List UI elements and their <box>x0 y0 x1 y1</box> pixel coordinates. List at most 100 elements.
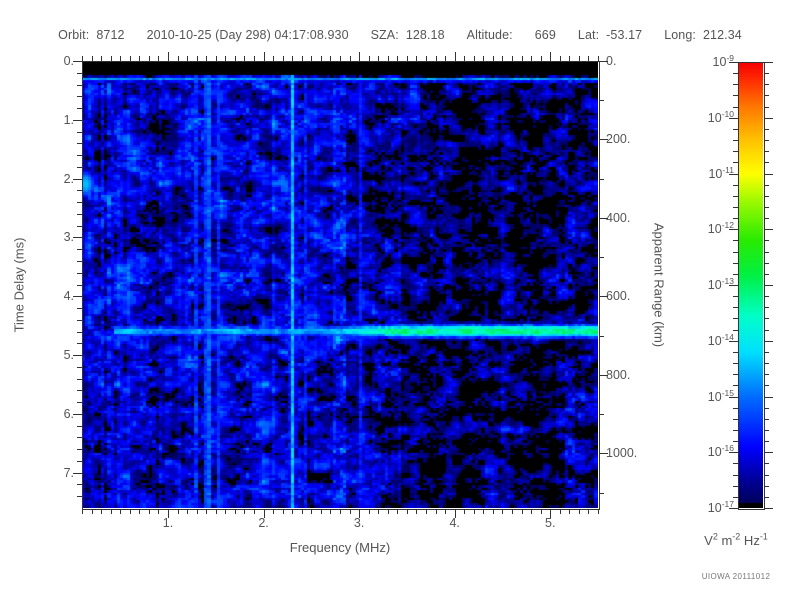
axis-tick <box>158 56 159 61</box>
axis-tick <box>733 352 738 353</box>
axis-tick <box>168 52 169 61</box>
axis-tick <box>330 56 331 61</box>
colorbar-tick-label: 10-14 <box>707 331 734 348</box>
axis-tick <box>599 375 608 376</box>
axis-tick <box>729 397 738 398</box>
axis-tick <box>216 56 217 61</box>
axis-tick <box>588 56 589 61</box>
axis-tick <box>77 343 82 344</box>
colorbar-tick-label: 10-12 <box>708 221 734 236</box>
axis-tick <box>764 252 769 253</box>
colorbar-tick-exponent: -9 <box>726 52 734 63</box>
axis-tick <box>599 493 604 494</box>
colorbar-unit-term: V <box>704 533 713 548</box>
sza-label: SZA: <box>370 28 399 42</box>
axis-tick <box>350 56 351 61</box>
axis-tick <box>764 285 773 286</box>
axis-tick <box>378 509 379 514</box>
axis-tick <box>764 397 773 398</box>
axis-tick <box>733 463 738 464</box>
axis-tick <box>311 56 312 61</box>
axis-tick <box>359 52 360 61</box>
axis-tick <box>350 509 351 514</box>
axis-tick <box>764 207 769 208</box>
axis-tick <box>598 56 599 61</box>
axis-tick <box>764 95 769 96</box>
colorbar-tick-base: 10 <box>707 333 722 348</box>
colorbar-tick-label: 10-10 <box>708 108 734 124</box>
axis-tick <box>77 214 82 215</box>
apparent-range-axis-ticklabels: 0. 200. 400. 600. 800. 1000. <box>606 54 668 508</box>
axis-tick <box>77 285 82 286</box>
axis-tick <box>111 509 112 514</box>
radargram-plot-area <box>82 61 600 510</box>
axis-tick <box>733 274 738 275</box>
axis-tick <box>733 408 738 409</box>
axis-tick <box>541 509 542 514</box>
axis-tick <box>77 261 82 262</box>
frequency-axis-ticklabels: 1. 2. 3. 4. 5. <box>82 516 598 536</box>
axis-tick <box>733 385 738 386</box>
colorbar-tick-label: 10-17 <box>708 500 734 515</box>
axis-tick <box>512 56 513 61</box>
colorbar-tick-base: 10 <box>712 55 727 69</box>
axis-tick <box>764 430 769 431</box>
axis-tick <box>77 202 82 203</box>
axis-tick <box>522 56 523 61</box>
axis-tick <box>139 56 140 61</box>
axis-tick <box>73 61 82 62</box>
axis-tick <box>407 509 408 514</box>
axis-tick <box>445 509 446 514</box>
axis-tick <box>474 509 475 514</box>
axis-tick <box>149 56 150 61</box>
axis-tick <box>764 374 769 375</box>
axis-tick <box>733 151 738 152</box>
colorbar-unit-exponent: -2 <box>732 531 741 542</box>
axis-tick <box>77 308 82 309</box>
axis-tick <box>73 355 82 356</box>
axis-tick <box>764 463 769 464</box>
axis-tick <box>764 129 769 130</box>
axis-tick <box>764 151 769 152</box>
axis-tick <box>77 379 82 380</box>
apparent-range-tick-label: 400. <box>606 210 631 225</box>
axis-tick <box>216 509 217 514</box>
colorbar-gradient <box>738 62 763 508</box>
axis-tick <box>359 509 360 518</box>
axis-tick <box>541 56 542 61</box>
frequency-axis-title: Frequency (MHz) <box>289 540 391 555</box>
axis-tick <box>178 56 179 61</box>
axis-tick <box>254 56 255 61</box>
orbit-value: 8712 <box>96 28 125 42</box>
axis-tick <box>733 162 738 163</box>
axis-tick <box>764 486 769 487</box>
axis-tick <box>569 56 570 61</box>
axis-tick <box>502 56 503 61</box>
axis-tick <box>77 461 82 462</box>
colorbar-tick-exponent: -10 <box>721 108 734 119</box>
axis-tick <box>493 56 494 61</box>
colorbar-tick-label: 10-15 <box>708 388 734 403</box>
axis-tick <box>178 509 179 514</box>
axis-tick <box>73 414 82 415</box>
axis-tick <box>764 240 769 241</box>
altitude-value: 669 <box>534 28 556 42</box>
colorbar-tick-exponent: -14 <box>721 331 734 342</box>
axis-tick <box>77 484 82 485</box>
axis-tick <box>340 509 341 514</box>
axis-tick <box>733 140 738 141</box>
apparent-range-tick-label: 600. <box>606 289 631 304</box>
axis-tick <box>273 509 274 514</box>
axis-tick <box>764 352 769 353</box>
axis-tick <box>764 62 773 63</box>
altitude-label: Altitude: <box>466 28 513 42</box>
apparent-range-tick-label: 800. <box>606 367 631 382</box>
axis-tick <box>599 179 604 180</box>
axis-tick <box>197 56 198 61</box>
axis-tick <box>77 73 82 74</box>
axis-tick <box>560 56 561 61</box>
axis-tick <box>599 100 604 101</box>
axis-tick <box>77 167 82 168</box>
time-delay-axis-title-text: Time Delay (ms) <box>11 237 27 332</box>
axis-tick <box>378 56 379 61</box>
